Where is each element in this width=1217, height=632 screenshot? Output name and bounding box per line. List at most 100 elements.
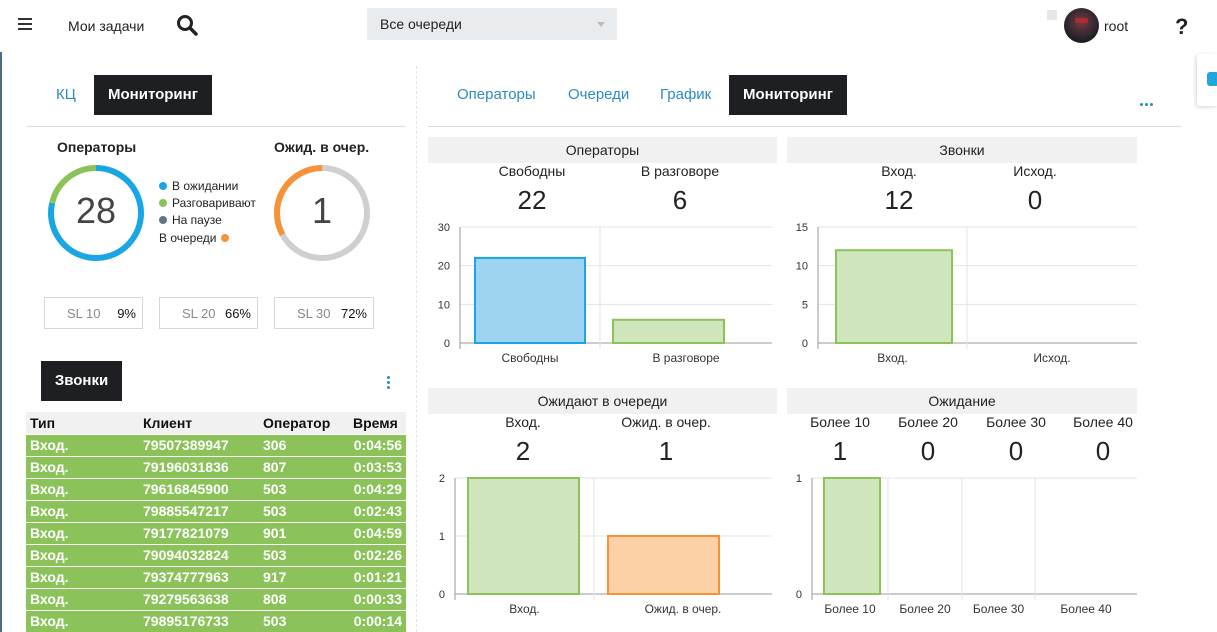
table-row[interactable]: Вход. 79196031836 807 0:03:53: [26, 455, 406, 478]
x-tick-label: В разговоре: [652, 351, 719, 365]
stat-4: Более 40 0: [1043, 414, 1163, 467]
column-header[interactable]: Клиент: [139, 412, 259, 434]
bar-1: [823, 477, 881, 595]
left-tabs-divider: [26, 126, 406, 127]
stat-label: Более 40: [1073, 414, 1133, 430]
menu-icon[interactable]: [18, 18, 32, 32]
table-row[interactable]: Вход. 79616845900 503 0:04:29: [26, 477, 406, 500]
user-name[interactable]: root: [1104, 18, 1129, 34]
panel-title: Ожидание: [787, 388, 1137, 414]
column-header[interactable]: Оператор: [259, 412, 349, 434]
monitoring-more-icon[interactable]: [1140, 93, 1155, 106]
chart-waiting: 0 1 Более 10 Более 20 Более 30 Более 40: [796, 473, 1137, 616]
table-row[interactable]: Вход. 79094032824 503 0:02:26: [26, 543, 406, 566]
table-cell: 79885547217: [139, 499, 259, 522]
table-cell: 0:03:53: [349, 455, 406, 478]
calls-more-icon[interactable]: [387, 376, 391, 390]
x-tick-label: Исход.: [1033, 351, 1070, 365]
table-row[interactable]: Вход. 79507389947 306 0:04:56: [26, 433, 406, 456]
table-cell: 901: [259, 521, 349, 544]
left-tab-kc[interactable]: КЦ: [56, 86, 76, 103]
queue-wait-count: 1: [311, 190, 333, 231]
table-cell: Вход.: [26, 433, 139, 456]
stat-label: Вход.: [881, 163, 917, 179]
chart-queue-waiting: 0 1 2 Вход. Ожид. в очер.: [439, 473, 772, 616]
stat-value: 12: [884, 185, 914, 215]
table-cell: Вход.: [26, 499, 139, 522]
column-header[interactable]: Время: [349, 412, 406, 434]
y-tick-label: 20: [438, 261, 450, 273]
search-icon[interactable]: [176, 14, 198, 36]
help-icon[interactable]: ?: [1175, 14, 1189, 39]
operators-donut: [48, 165, 144, 261]
x-tick-label: Более 40: [1060, 602, 1112, 616]
stat-label: Ожид. в очер.: [621, 414, 711, 430]
right-tab-operators[interactable]: Операторы: [457, 86, 536, 103]
legend-label-waiting: В ожидании: [172, 179, 239, 193]
table-cell: 0:04:59: [349, 521, 406, 544]
legend-label-paused: На паузе: [172, 213, 222, 227]
right-tab-schedule[interactable]: График: [660, 86, 712, 103]
donut-segment-talking: [49, 165, 97, 204]
table-cell: 503: [259, 609, 349, 632]
left-edge-strip: [0, 52, 2, 632]
table-row[interactable]: Вход. 79374777963 917 0:01:21: [26, 565, 406, 588]
stat-label: Более 30: [986, 414, 1046, 430]
bar-1: [467, 477, 580, 595]
y-tick-label: 30: [438, 222, 450, 234]
x-tick-label: Вход.: [509, 602, 539, 616]
column-header[interactable]: Тип: [26, 412, 139, 434]
sl-box-3: SL 30 72%: [274, 297, 374, 329]
sl-label: SL 10: [67, 306, 101, 321]
table-cell: 503: [259, 499, 349, 522]
panel-calls: Звонки Вход. 12 Исход. 0: [787, 137, 1137, 367]
table-cell: 503: [259, 477, 349, 500]
donut-segment-queue: [274, 165, 323, 237]
right-tabs-divider: [428, 126, 1182, 127]
calls-button[interactable]: Звонки: [41, 361, 122, 401]
table-cell: 79507389947: [139, 433, 259, 456]
calls-table-body: Вход. 79507389947 306 0:04:56 Вход. 791960318…: [26, 433, 406, 632]
table-cell: 79895176733: [139, 609, 259, 632]
table-cell: 79177821079: [139, 521, 259, 544]
table-row[interactable]: Вход. 79895176733 503 0:00:14: [26, 609, 406, 632]
queue-wait-kpi-title: Ожид. в очер.: [274, 139, 370, 155]
table-cell: Вход.: [26, 455, 139, 478]
right-tab-monitoring[interactable]: Мониторинг: [729, 75, 847, 115]
sl-value: 72%: [340, 306, 367, 321]
table-cell: 306: [259, 433, 349, 456]
table-cell: 0:02:43: [349, 499, 406, 522]
table-cell: Вход.: [26, 477, 139, 500]
table-cell: 79196031836: [139, 455, 259, 478]
top-bar: Мои задачи Все очереди root ?: [0, 0, 1217, 52]
stat-value: 22: [517, 185, 547, 215]
table-row[interactable]: Вход. 79885547217 503 0:02:43: [26, 499, 406, 522]
notification-indicator[interactable]: [1047, 10, 1057, 20]
x-tick-label: Более 30: [973, 602, 1025, 616]
legend-dot-talking: [159, 199, 167, 207]
legend-dot-waiting: [159, 182, 167, 190]
table-row[interactable]: Вход. 79279563638 808 0:00:33: [26, 587, 406, 610]
stat-label: Более 10: [810, 414, 870, 430]
x-tick-label: Вход.: [877, 351, 907, 365]
queue-wait-donut: [274, 165, 370, 261]
table-cell: 808: [259, 587, 349, 610]
legend-label-in-queue: В очереди: [159, 231, 217, 245]
queue-select[interactable]: Все очереди: [367, 8, 617, 40]
x-tick-label: Более 20: [899, 602, 951, 616]
stat-2: Более 20 0: [868, 414, 988, 467]
table-row[interactable]: Вход. 79177821079 901 0:04:59: [26, 521, 406, 544]
donut-segment-waiting: [48, 165, 144, 261]
panel-title: Ожидают в очереди: [428, 388, 777, 414]
left-tab-monitoring[interactable]: Мониторинг: [94, 75, 212, 115]
avatar[interactable]: [1064, 8, 1099, 43]
stat-2: В разговоре 6: [620, 163, 740, 216]
table-cell: 807: [259, 455, 349, 478]
my-tasks-link[interactable]: Мои задачи: [68, 18, 145, 34]
legend-item-waiting: В ожидании: [159, 179, 238, 193]
stat-value: 0: [1008, 436, 1024, 466]
side-panel-toggle[interactable]: [1197, 54, 1217, 106]
chart-calls: 0 5 10 15 Вход. Исход.: [796, 222, 1137, 365]
table-cell: 0:04:56: [349, 433, 406, 456]
right-tab-queues[interactable]: Очереди: [568, 86, 630, 103]
